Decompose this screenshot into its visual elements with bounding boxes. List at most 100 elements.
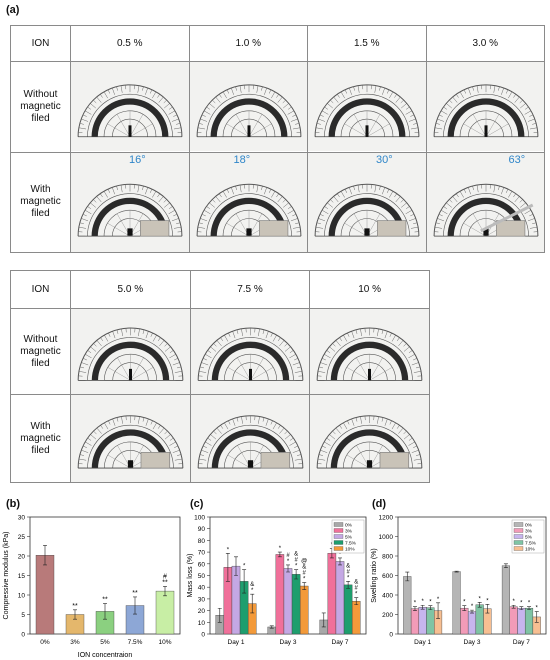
- magnet-block: [260, 452, 290, 469]
- y-tick-label: 30: [198, 596, 206, 603]
- significance-mark: *: [421, 599, 424, 605]
- concentration-header: 10 %: [309, 270, 430, 309]
- bar: [452, 571, 461, 635]
- x-tick-label: 10%: [158, 639, 171, 646]
- significance-mark: *: [355, 592, 358, 598]
- significance-mark: #: [346, 569, 350, 575]
- hydrogel-sample: [127, 228, 133, 236]
- photo-cell: 30°: [307, 151, 427, 254]
- bend-angle-label: 30°: [376, 153, 393, 166]
- protractor-photo: [71, 62, 189, 152]
- bar: [327, 553, 337, 635]
- y-tick-label: 90: [198, 526, 206, 533]
- significance-mark: *: [227, 547, 230, 553]
- protractor-scale: [197, 327, 304, 381]
- concentration-header: 3.0 %: [425, 24, 545, 63]
- protractor-scale: [77, 84, 183, 138]
- magnet-block: [379, 452, 410, 469]
- error-bar: [217, 607, 222, 623]
- error-bar: [163, 586, 167, 597]
- significance-mark: #: [286, 553, 290, 559]
- y-tick-label: 80: [198, 538, 206, 545]
- legend-entry: 7.5%: [525, 540, 537, 546]
- panel-label-a: (a): [6, 4, 20, 16]
- x-tick-label: 5%: [100, 639, 110, 646]
- legend-swatch: [513, 540, 524, 545]
- legend-swatch: [333, 534, 344, 539]
- panel-label-d: (d): [372, 498, 387, 510]
- error-bar: [338, 557, 342, 566]
- bar: [524, 607, 534, 635]
- x-tick-label: Day 7: [332, 639, 349, 646]
- bar: [283, 568, 293, 635]
- magnet-block: [495, 220, 525, 237]
- concentration-header: 5.0 %: [70, 270, 191, 309]
- error-bar: [519, 606, 524, 610]
- bar: [275, 554, 285, 635]
- error-bar: [420, 604, 425, 610]
- legend-swatch: [333, 540, 344, 545]
- x-tick-label: Day 1: [414, 639, 431, 646]
- hydrogel-sample: [247, 125, 250, 138]
- error-bar: [269, 625, 274, 629]
- protractor-photo: [308, 62, 426, 152]
- hydrogel-sample: [484, 125, 487, 138]
- error-bar: [103, 603, 107, 620]
- significance-mark: &: [346, 563, 350, 569]
- significance-mark: #: [163, 573, 167, 580]
- y-tick-label: 50: [198, 573, 206, 580]
- significance-mark: *: [479, 596, 482, 602]
- legend-entry: 7.5%: [345, 540, 357, 546]
- protractor-photo: [189, 62, 307, 152]
- significance-mark: *: [295, 564, 298, 570]
- protractor-photo: [189, 153, 307, 252]
- bar: [343, 584, 353, 635]
- error-bar: [462, 605, 467, 611]
- legend-swatch: [333, 522, 344, 527]
- y-tick-label: 20: [18, 554, 26, 561]
- error-bar: [133, 596, 137, 615]
- bar: [403, 576, 412, 635]
- significance-mark: *: [528, 601, 531, 607]
- protractor-photo: [426, 153, 544, 252]
- hydrogel-sample: [129, 368, 132, 381]
- error-bar: [405, 571, 410, 582]
- ion-table-2: ION 5.0 % 7.5 % 10 % Without magnetic file…: [10, 270, 430, 483]
- hydrogel-sample: [248, 368, 252, 381]
- magnet-block: [377, 220, 407, 237]
- significance-mark: *: [414, 601, 417, 607]
- legend-entry: 10%: [345, 546, 355, 552]
- significance-mark: *: [347, 575, 350, 581]
- concentration-header: 1.0 %: [188, 24, 308, 63]
- significance-mark: *: [251, 588, 254, 594]
- y-tick-label: 10: [198, 620, 206, 627]
- panel-label-c: (c): [190, 498, 204, 510]
- y-tick-label: 5: [21, 612, 25, 619]
- photo-cell: [70, 394, 191, 483]
- significance-mark: **: [102, 597, 108, 604]
- row-label-with-field: With magnetic filed: [10, 394, 71, 483]
- significance-mark: *: [520, 601, 523, 607]
- y-tick-label: 800: [382, 554, 393, 561]
- y-axis-label: Compressive modulus (kPa): [3, 532, 10, 620]
- row-label-without-field: Without magnetic filed: [10, 308, 71, 395]
- concentration-header: 7.5 %: [189, 270, 311, 309]
- legend-swatch: [333, 546, 344, 551]
- bar: [35, 555, 55, 635]
- legend-entry: 5%: [345, 534, 353, 540]
- protractor-photo: [191, 309, 309, 394]
- concentration-header: 1.5 %: [307, 24, 427, 63]
- magnet-block: [258, 220, 288, 237]
- photo-cell: [307, 61, 427, 153]
- compressive-modulus-chart: 0 5 10 15 20 25 30 Compressive modulus (kPa) ION…: [3, 515, 181, 659]
- error-bar: [73, 609, 77, 620]
- y-tick-label: 0: [201, 632, 205, 639]
- bar: [426, 607, 435, 635]
- error-bar: [511, 604, 516, 609]
- error-bar: [527, 606, 532, 610]
- y-tick-label: 1000: [379, 534, 394, 541]
- error-bar: [43, 545, 47, 566]
- magnet-block: [140, 220, 170, 237]
- significance-mark: #: [355, 586, 359, 592]
- legend-swatch: [513, 546, 524, 551]
